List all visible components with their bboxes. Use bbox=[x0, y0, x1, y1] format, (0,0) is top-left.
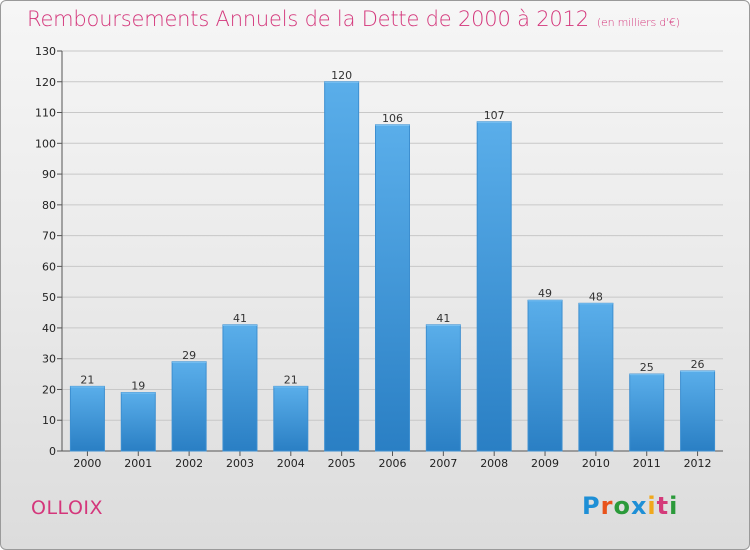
bar-value-label: 107 bbox=[484, 109, 505, 122]
bar bbox=[120, 392, 156, 452]
chart-unit: (en milliers d'€) bbox=[596, 16, 680, 29]
y-tick-label: 80 bbox=[42, 199, 56, 212]
bar bbox=[69, 385, 105, 452]
commune-name: OLLOIX bbox=[31, 497, 104, 519]
y-tick-label: 110 bbox=[35, 107, 56, 120]
y-tick-label: 30 bbox=[42, 353, 56, 366]
bar-value-label: 120 bbox=[331, 69, 352, 82]
bar bbox=[476, 121, 512, 452]
logo-letter: i bbox=[669, 492, 679, 520]
x-tick-label: 2000 bbox=[73, 457, 101, 470]
logo-letter: x bbox=[630, 492, 648, 520]
bar-value-label: 21 bbox=[284, 373, 298, 386]
logo-letter: o bbox=[613, 492, 631, 520]
bar bbox=[273, 385, 309, 452]
x-tick-label: 2010 bbox=[582, 457, 610, 470]
logo-letter: P bbox=[582, 492, 601, 520]
bar-value-label: 25 bbox=[640, 361, 654, 374]
y-tick-label: 90 bbox=[42, 168, 56, 181]
bars bbox=[69, 81, 716, 452]
bar-value-label: 106 bbox=[382, 112, 403, 125]
logo-letter: r bbox=[600, 492, 614, 520]
x-tick-label: 2009 bbox=[531, 457, 559, 470]
logo-letter: i bbox=[647, 492, 657, 520]
x-tick-label: 2007 bbox=[429, 457, 457, 470]
x-tick-label: 2001 bbox=[124, 457, 152, 470]
chart-title: Remboursements Annuels de la Dette de 20… bbox=[27, 7, 680, 31]
y-tick-label: 60 bbox=[42, 260, 56, 273]
bar-value-label: 29 bbox=[182, 349, 196, 362]
y-tick-label: 10 bbox=[42, 414, 56, 427]
bar bbox=[527, 299, 563, 452]
y-tick-label: 40 bbox=[42, 322, 56, 335]
y-tick-label: 120 bbox=[35, 76, 56, 89]
y-tick-label: 50 bbox=[42, 291, 56, 304]
y-tick-label: 20 bbox=[42, 383, 56, 396]
logo-letter: t bbox=[656, 492, 670, 520]
bar bbox=[425, 324, 461, 452]
x-tick-label: 2008 bbox=[480, 457, 508, 470]
y-tick-label: 130 bbox=[35, 45, 56, 58]
bar-value-label: 41 bbox=[436, 312, 450, 325]
bar-value-label: 26 bbox=[691, 358, 705, 371]
x-tick-label: 2003 bbox=[226, 457, 254, 470]
proxiti-logo: Proxiti bbox=[582, 492, 678, 520]
bar-value-label: 48 bbox=[589, 290, 603, 303]
y-tick-label: 100 bbox=[35, 137, 56, 150]
x-tick-label: 2004 bbox=[277, 457, 305, 470]
x-tick-label: 2005 bbox=[328, 457, 356, 470]
x-tick-label: 2011 bbox=[633, 457, 661, 470]
data-labels: 21 19 29 41 21 120 106 41 107 49 48 25 26 bbox=[80, 69, 704, 393]
x-tick-label: 2006 bbox=[379, 457, 407, 470]
bar bbox=[578, 302, 614, 452]
bar bbox=[375, 124, 410, 452]
y-tick-label: 70 bbox=[42, 230, 56, 243]
bar bbox=[222, 324, 258, 452]
chart-title-text: Remboursements Annuels de la Dette de 20… bbox=[27, 7, 589, 31]
bar bbox=[171, 361, 207, 452]
x-tick-label: 2012 bbox=[684, 457, 712, 470]
bar-value-label: 49 bbox=[538, 287, 552, 300]
bar bbox=[629, 373, 665, 452]
y-tick-label: 0 bbox=[49, 445, 56, 458]
x-tick-label: 2002 bbox=[175, 457, 203, 470]
bar bbox=[680, 370, 716, 452]
bar-value-label: 21 bbox=[80, 373, 94, 386]
bar-value-label: 19 bbox=[131, 380, 145, 393]
bar-value-label: 41 bbox=[233, 312, 247, 325]
bar bbox=[324, 81, 360, 452]
